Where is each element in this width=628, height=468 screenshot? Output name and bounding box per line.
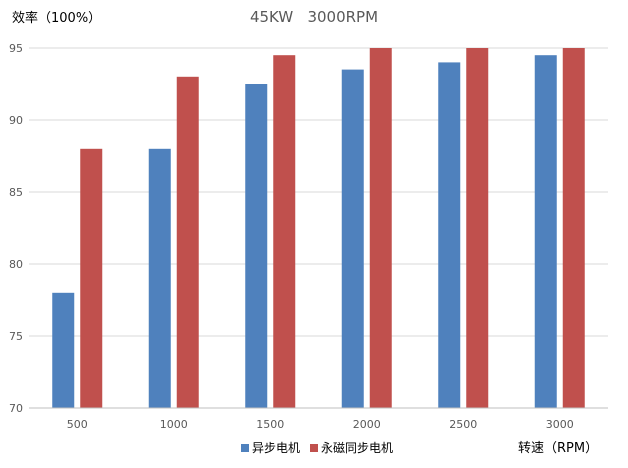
bar-pm-1500: [273, 55, 296, 408]
bar-async-2500: [438, 62, 461, 409]
bars: [52, 48, 585, 409]
bar-pm-1000: [176, 76, 199, 409]
bar-pm-2000: [369, 48, 392, 408]
y-tick-label: 90: [9, 114, 23, 127]
x-axis-title: 转速（RPM）: [518, 441, 598, 456]
legend-swatch: [241, 444, 249, 452]
bar-async-1500: [245, 84, 268, 408]
bar-async-1000: [148, 148, 171, 409]
legend-label: 异步电机: [252, 441, 300, 455]
y-tick-label: 80: [9, 258, 23, 271]
y-axis-title: 效率（100%）: [12, 10, 101, 26]
x-tick-label: 500: [67, 418, 88, 431]
y-tick-label: 70: [9, 402, 23, 415]
chart-title: 45KW 3000RPM: [250, 8, 378, 26]
gridlines: [29, 47, 608, 337]
bar-pm-500: [80, 148, 103, 409]
bar-pm-2500: [466, 48, 489, 408]
bar-pm-3000: [562, 48, 585, 408]
y-tick-label: 75: [9, 330, 23, 343]
x-tick-label: 1000: [160, 418, 188, 431]
bar-async-500: [52, 292, 75, 408]
y-tick-label: 85: [9, 186, 23, 199]
x-tick-label: 2500: [449, 418, 477, 431]
bar-async-2000: [341, 69, 364, 408]
axes: 70 75 80 85 90 95 500 1000 1500 2000 2500 3000: [9, 42, 608, 431]
x-tick-label: 3000: [546, 418, 574, 431]
x-tick-label: 2000: [353, 418, 381, 431]
legend: 异步电机 永磁同步电机: [241, 440, 393, 455]
y-tick-label: 95: [9, 42, 23, 55]
legend-label: 永磁同步电机: [321, 440, 393, 455]
legend-swatch: [310, 444, 318, 452]
bar-async-3000: [534, 55, 557, 408]
x-tick-label: 1500: [256, 418, 284, 431]
